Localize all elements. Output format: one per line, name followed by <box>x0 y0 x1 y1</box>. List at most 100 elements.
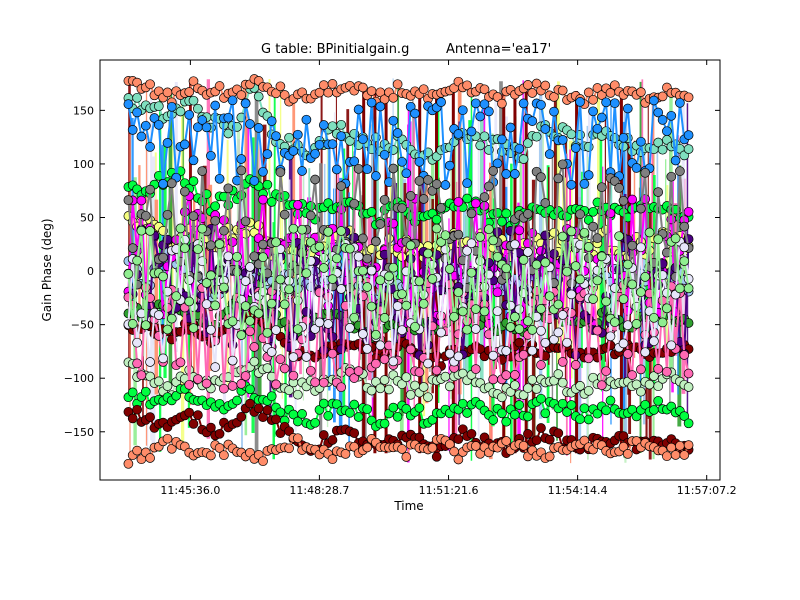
data-point <box>193 244 203 255</box>
data-point <box>583 87 594 98</box>
data-point <box>640 399 651 410</box>
data-point <box>292 295 303 306</box>
data-point <box>127 387 138 398</box>
data-point <box>349 198 360 209</box>
data-point <box>132 358 142 369</box>
data-point <box>388 163 399 174</box>
data-point <box>132 92 142 103</box>
data-point <box>670 155 681 166</box>
data-point <box>614 231 624 242</box>
data-point <box>618 195 629 206</box>
data-point <box>136 370 147 381</box>
data-point <box>505 322 516 332</box>
data-point <box>501 370 512 380</box>
data-point <box>327 139 338 149</box>
data-point <box>583 414 594 425</box>
data-point <box>457 306 468 317</box>
data-point <box>210 362 221 372</box>
y-axis: −150 −100 −50 0 50 100 150 <box>64 104 720 439</box>
data-point <box>371 236 381 247</box>
data-point <box>636 87 646 97</box>
data-point <box>662 366 672 377</box>
data-point <box>223 251 234 262</box>
data-point <box>622 349 633 359</box>
data-point <box>557 310 568 320</box>
data-point <box>245 262 255 272</box>
data-point <box>236 154 247 164</box>
data-point <box>206 422 216 433</box>
data-point <box>675 97 685 108</box>
data-point <box>414 176 425 186</box>
data-point <box>431 451 442 462</box>
data-point <box>405 191 416 201</box>
data-point <box>323 226 334 237</box>
data-point <box>240 216 251 227</box>
data-point <box>179 139 190 150</box>
data-point <box>331 164 342 175</box>
data-point <box>262 327 273 338</box>
data-point <box>518 255 529 265</box>
data-point <box>401 404 412 414</box>
data-point <box>418 194 429 204</box>
data-point <box>510 312 520 322</box>
data-point <box>240 371 251 381</box>
data-point <box>557 398 568 409</box>
data-point <box>188 155 199 166</box>
x-axis-label: Time <box>393 499 423 513</box>
data-point <box>127 413 138 424</box>
data-point <box>318 120 329 130</box>
data-point <box>292 129 303 140</box>
data-point <box>557 159 568 170</box>
data-point <box>566 129 577 140</box>
data-point <box>510 169 520 179</box>
data-point <box>145 79 155 90</box>
data-point <box>549 249 559 259</box>
x-tick-label: 11:57:07.2 <box>677 484 737 497</box>
data-point <box>245 316 255 326</box>
data-point <box>353 366 364 376</box>
data-point <box>258 166 268 177</box>
data-point <box>592 325 603 336</box>
y-tick-label: 150 <box>73 104 94 117</box>
data-point <box>544 291 555 302</box>
data-point <box>258 252 268 263</box>
data-point <box>618 294 629 304</box>
data-point <box>566 308 577 318</box>
data-point <box>440 230 451 241</box>
data-point <box>583 385 594 396</box>
data-point <box>631 379 642 390</box>
data-point <box>683 130 694 140</box>
data-point <box>453 129 464 139</box>
data-point <box>497 216 507 227</box>
data-point <box>457 398 468 409</box>
data-point <box>575 414 585 425</box>
data-point <box>353 412 364 422</box>
data-point <box>553 299 564 310</box>
data-point <box>501 208 512 219</box>
data-point <box>358 265 368 276</box>
data-point <box>497 408 507 419</box>
data-point <box>470 324 481 334</box>
data-point <box>675 283 685 294</box>
data-point <box>297 409 307 419</box>
data-point <box>566 400 577 410</box>
data-point <box>510 409 520 420</box>
data-point <box>636 287 646 298</box>
data-point <box>271 237 281 248</box>
data-point <box>414 156 425 167</box>
data-point <box>657 91 668 102</box>
data-point <box>544 434 555 445</box>
data-point <box>371 329 381 340</box>
data-point <box>475 232 486 242</box>
data-point <box>384 271 394 282</box>
data-point <box>375 101 386 112</box>
data-point <box>279 363 290 374</box>
data-point <box>388 402 399 413</box>
data-point <box>323 291 334 302</box>
data-point <box>258 412 268 423</box>
data-point <box>453 434 464 445</box>
x-tick-label: 11:48:28.7 <box>289 484 349 497</box>
data-point <box>588 206 598 217</box>
data-point <box>462 80 472 91</box>
data-point <box>653 234 664 245</box>
